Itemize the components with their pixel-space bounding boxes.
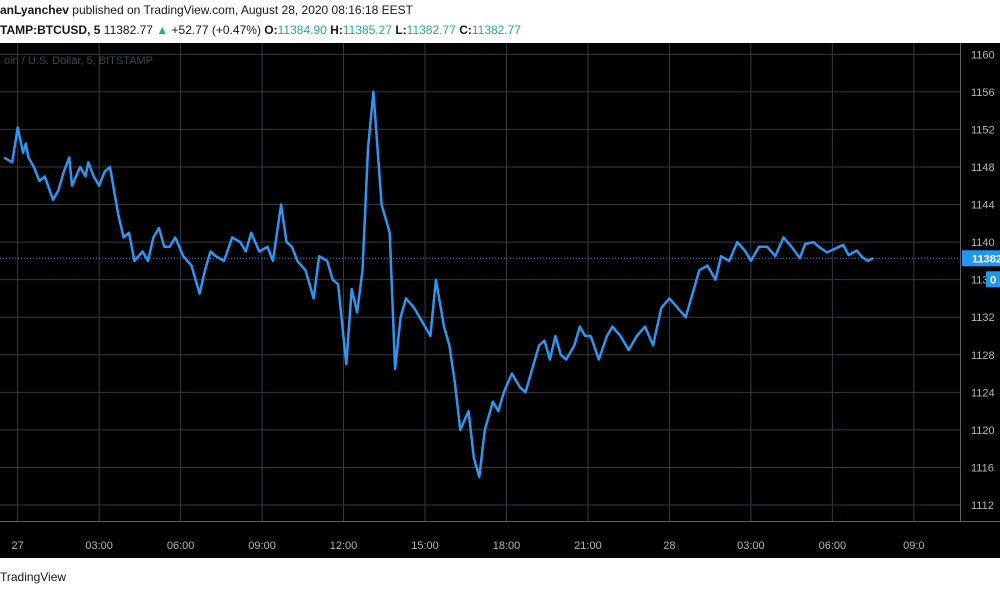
- y-tick-label: 1112: [971, 500, 994, 512]
- symbol-info-line: TAMP:BTCUSD, 5 11382.77 ▲ +52.77 (+0.47%…: [0, 20, 1000, 40]
- open-value: 11384.90: [277, 23, 327, 37]
- last-price: 11382.77: [103, 23, 153, 37]
- x-tick-label: 06:00: [819, 540, 847, 552]
- x-tick-label: 18:00: [493, 540, 521, 552]
- y-tick-label: 1160: [971, 49, 995, 61]
- last-price-tag: [962, 250, 1000, 267]
- time-axis-labels: 27 03:00 06:00 09:00 12:00 15:00 18:00 21:00 28 0…: [12, 540, 925, 552]
- publish-info-line: anLyanchev published on TradingView.com,…: [0, 0, 1000, 20]
- y-tick-label: 1156: [971, 87, 995, 99]
- close-label: C:: [459, 23, 472, 37]
- y-tick-label: 1132: [971, 312, 995, 324]
- y-tick-label: 1148: [971, 162, 995, 174]
- up-arrow-icon: ▲: [156, 23, 169, 37]
- y-tick-label: 1152: [971, 124, 995, 136]
- tradingview-brand[interactable]: TradingView: [0, 570, 67, 584]
- published-text: published on TradingView.com, August 28,…: [72, 3, 413, 17]
- price-change: +52.77 (+0.47%): [171, 23, 261, 37]
- grid-lines: [0, 43, 960, 521]
- chart-canvas: oin / U.S. Dollar, 5, BITSTAMP 27 03:00 06…: [0, 43, 1000, 552]
- x-tick-label: 12:00: [330, 540, 358, 552]
- price-tags: 11382 0: [962, 250, 1000, 288]
- secondary-price-tag-label: 0: [990, 274, 996, 286]
- y-tick-label: 1116: [971, 462, 994, 474]
- author-name[interactable]: anLyanchev: [0, 3, 69, 17]
- x-tick-label: 09:0: [903, 540, 924, 552]
- x-tick-label: 27: [12, 540, 24, 552]
- x-tick-label: 21:00: [574, 540, 602, 552]
- x-tick-label: 09:00: [248, 540, 276, 552]
- y-tick-label: 1140: [971, 237, 995, 249]
- y-tick-label: 1120: [971, 425, 995, 437]
- low-label: L:: [395, 23, 407, 37]
- open-label: O:: [264, 23, 278, 37]
- y-tick-label: 1124: [971, 387, 995, 399]
- y-tick-label: 1144: [971, 200, 995, 212]
- high-value: 11385.27: [342, 23, 392, 37]
- x-tick-label: 03:00: [85, 540, 113, 552]
- axes: [0, 43, 1000, 522]
- x-tick-label: 28: [663, 540, 675, 552]
- footer: TradingView: [0, 566, 66, 588]
- x-tick-label: 03:00: [737, 540, 765, 552]
- chart-watermark: oin / U.S. Dollar, 5, BITSTAMP: [4, 55, 153, 67]
- y-tick-label: 1128: [971, 350, 995, 362]
- price-chart[interactable]: oin / U.S. Dollar, 5, BITSTAMP 27 03:00 06…: [0, 43, 1000, 558]
- series: [3, 90, 874, 479]
- high-label: H:: [330, 23, 343, 37]
- last-price-tag-label: 11382: [972, 253, 1000, 265]
- price-axis-labels: 1160115611521148114411401136113211281124…: [971, 49, 995, 512]
- price-line-series: [3, 90, 874, 479]
- secondary-price-tag: [986, 271, 1000, 288]
- close-value: 11382.77: [471, 23, 522, 37]
- x-tick-label: 06:00: [167, 540, 195, 552]
- x-tick-label: 15:00: [411, 540, 439, 552]
- symbol-name: TAMP:BTCUSD, 5: [0, 23, 101, 37]
- low-value: 11382.77: [406, 23, 456, 37]
